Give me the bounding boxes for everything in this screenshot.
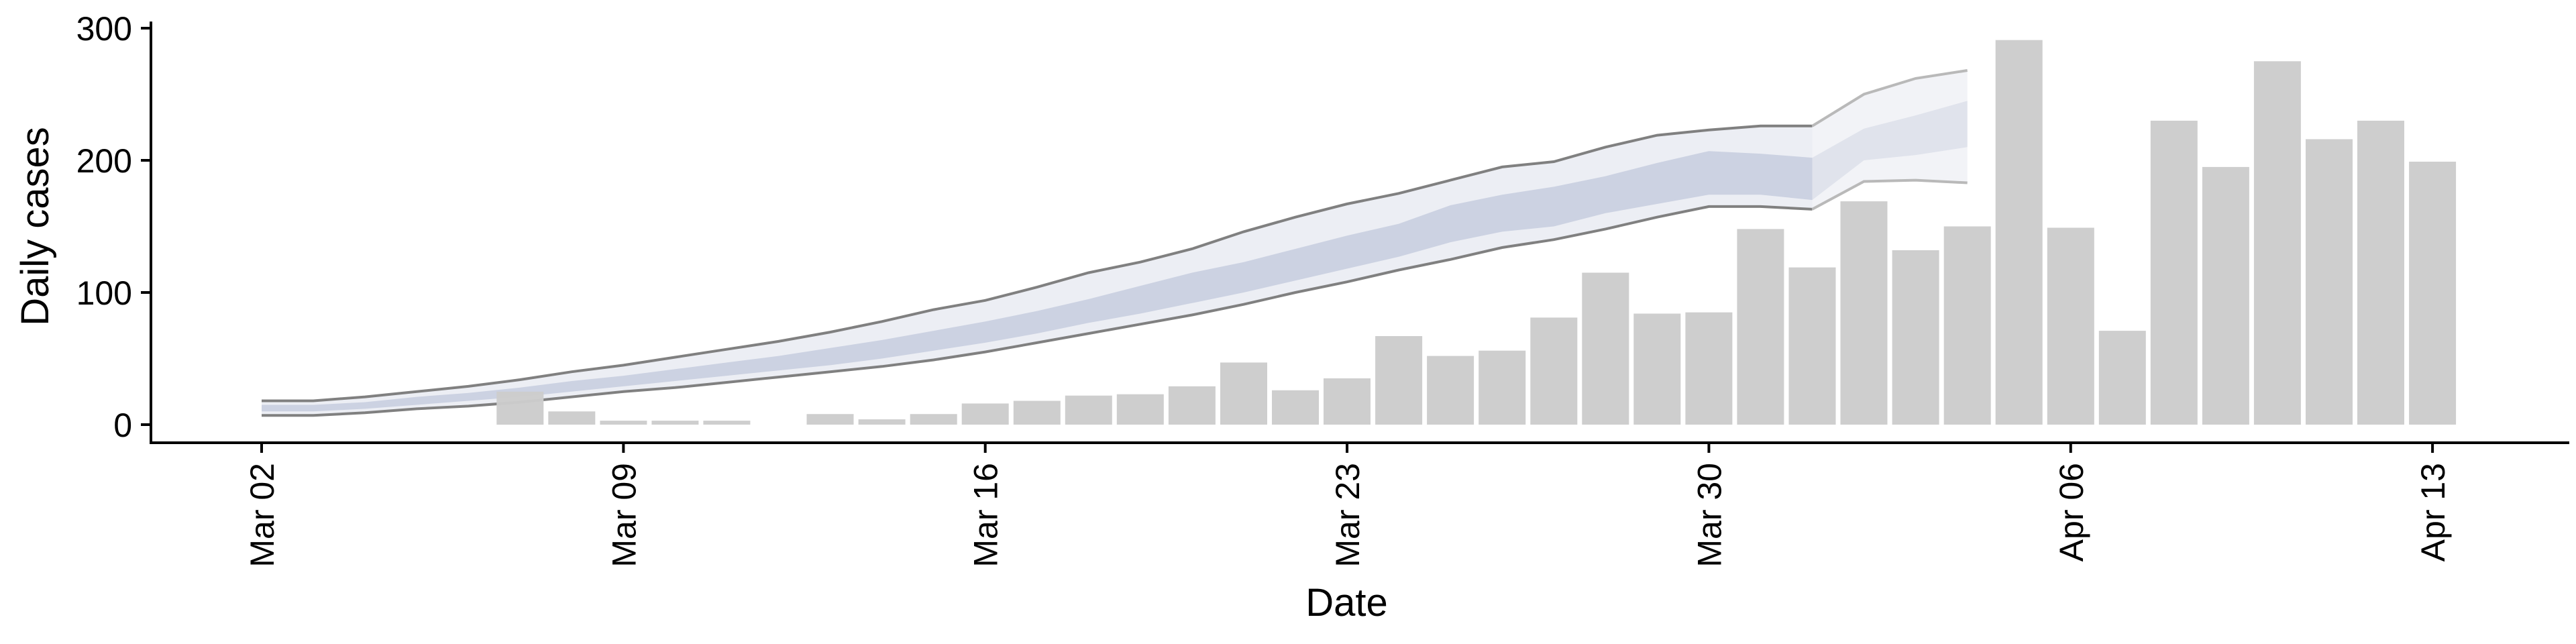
forecast-upper-line [1811, 69, 1968, 127]
bar-mar-20 [1168, 386, 1216, 425]
x-axis-title: Date [1305, 581, 1388, 625]
bar-mar-26 [1479, 350, 1526, 425]
bar-mar-11 [703, 421, 751, 425]
y-axis-title: Daily cases [13, 127, 57, 326]
bar-apr-02 [1840, 201, 1888, 425]
nowcast-upper-line [262, 124, 1813, 402]
bar-apr-07 [2098, 331, 2146, 425]
y-tick-label-0: 0 [113, 407, 132, 444]
bar-apr-11 [2306, 139, 2353, 425]
bar-apr-10 [2253, 61, 2301, 425]
bar-apr-06 [2047, 227, 2094, 425]
bar-mar-29 [1633, 313, 1681, 425]
nowcast-band-90 [262, 125, 1813, 416]
bar-mar-27 [1530, 317, 1578, 425]
bar-mar-18 [1065, 395, 1112, 425]
forecast-band-50 [1812, 101, 1968, 201]
bar-apr-08 [2150, 120, 2198, 425]
bar-mar-08 [548, 411, 596, 425]
bar-mar-25 [1427, 356, 1474, 425]
y-tick-label-200: 200 [76, 142, 132, 180]
x-tick-label-mar-23: Mar 23 [1329, 463, 1366, 568]
x-ticks: Mar 02 Mar 09 Mar 16 Mar 23 Mar 30 Apr 06 Apr … [244, 443, 2452, 568]
bar-apr-12 [2357, 120, 2404, 425]
y-tick-label-300: 300 [76, 10, 132, 48]
bar-mar-10 [651, 421, 699, 425]
nowcast-band-50 [262, 151, 1813, 412]
x-tick-label-apr-13: Apr 13 [2414, 463, 2452, 561]
bars-layer [496, 40, 2457, 425]
y-tick-label-100: 100 [76, 274, 132, 312]
bar-mar-14 [858, 419, 906, 425]
bar-apr-04 [1943, 226, 1991, 425]
bar-mar-16 [961, 403, 1009, 425]
forecast-lower-line [1811, 178, 1968, 211]
bar-mar-07 [496, 391, 544, 425]
x-tick-label-mar-09: Mar 09 [605, 463, 643, 568]
bar-mar-15 [910, 414, 957, 425]
bar-mar-28 [1582, 272, 1629, 425]
bar-mar-30 [1685, 312, 1733, 425]
bar-mar-22 [1272, 390, 1319, 425]
bar-apr-09 [2202, 166, 2249, 425]
bar-mar-31 [1737, 229, 1784, 425]
x-tick-label-mar-16: Mar 16 [967, 463, 1005, 568]
bar-mar-24 [1375, 336, 1423, 425]
bar-mar-19 [1116, 394, 1164, 425]
y-ticks: 0 100 200 300 [76, 10, 151, 444]
x-tick-label-apr-06: Apr 06 [2053, 463, 2090, 561]
bar-mar-17 [1013, 400, 1061, 425]
bar-apr-05 [1995, 40, 2043, 425]
bar-apr-03 [1892, 250, 1939, 425]
bar-mar-13 [806, 414, 854, 425]
bar-mar-23 [1324, 378, 1371, 425]
bar-mar-09 [600, 421, 647, 425]
bar-mar-21 [1220, 362, 1267, 425]
axes-layer: 0 100 200 300 Mar 02 Mar 09 Mar 16 Mar 23 Mar 3… [13, 10, 2569, 625]
bar-apr-13 [2409, 162, 2457, 425]
bar-apr-01 [1788, 267, 1836, 425]
x-tick-label-mar-02: Mar 02 [244, 463, 281, 568]
ribbons-layer [262, 70, 1968, 416]
x-tick-label-mar-30: Mar 30 [1690, 463, 1728, 568]
